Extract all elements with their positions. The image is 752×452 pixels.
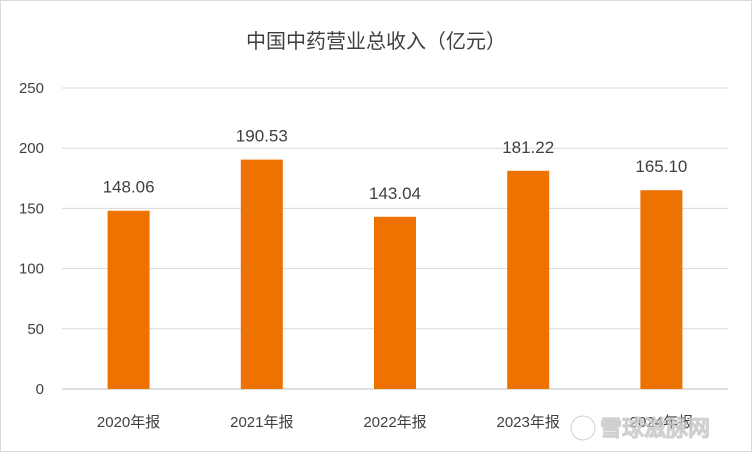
bar (640, 190, 683, 389)
bar (240, 159, 283, 389)
y-axis-ticks: 0 50 100 150 200 250 (19, 80, 44, 398)
watermark-text: 雪球滋脉网 (600, 416, 710, 442)
y-tick-label: 200 (19, 140, 44, 157)
data-label: 190.53 (236, 127, 288, 146)
data-label: 148.06 (103, 178, 155, 197)
x-axis-ticks: 2020年报 2021年报 2022年报 2023年报 2024年报 (97, 414, 693, 431)
data-label: 165.10 (635, 157, 687, 176)
data-label: 181.22 (502, 138, 554, 157)
snowball-logo-icon (570, 415, 596, 441)
y-tick-label: 100 (19, 261, 44, 278)
bar (374, 216, 416, 389)
y-tick-label: 250 (19, 80, 44, 97)
watermark: 雪球滋脉网 (570, 415, 710, 442)
x-tick-label: 2021年报 (230, 414, 293, 431)
data-labels: 148.06 190.53 143.04 181.22 165.10 (103, 127, 688, 203)
x-tick-label: 2022年报 (363, 414, 426, 431)
bars (107, 159, 683, 389)
chart-title: 中国中药营业总收入（亿元） (246, 30, 506, 53)
x-tick-label: 2024年报 (630, 414, 693, 431)
x-tick-label: 2020年报 (97, 414, 160, 431)
data-label: 143.04 (369, 184, 421, 203)
y-tick-label: 50 (27, 321, 44, 338)
y-tick-label: 0 (36, 381, 44, 398)
gridlines (62, 87, 728, 390)
y-tick-label: 150 (19, 200, 44, 217)
bar (107, 210, 150, 389)
x-tick-label: 2023年报 (497, 414, 560, 431)
bar (507, 170, 550, 389)
